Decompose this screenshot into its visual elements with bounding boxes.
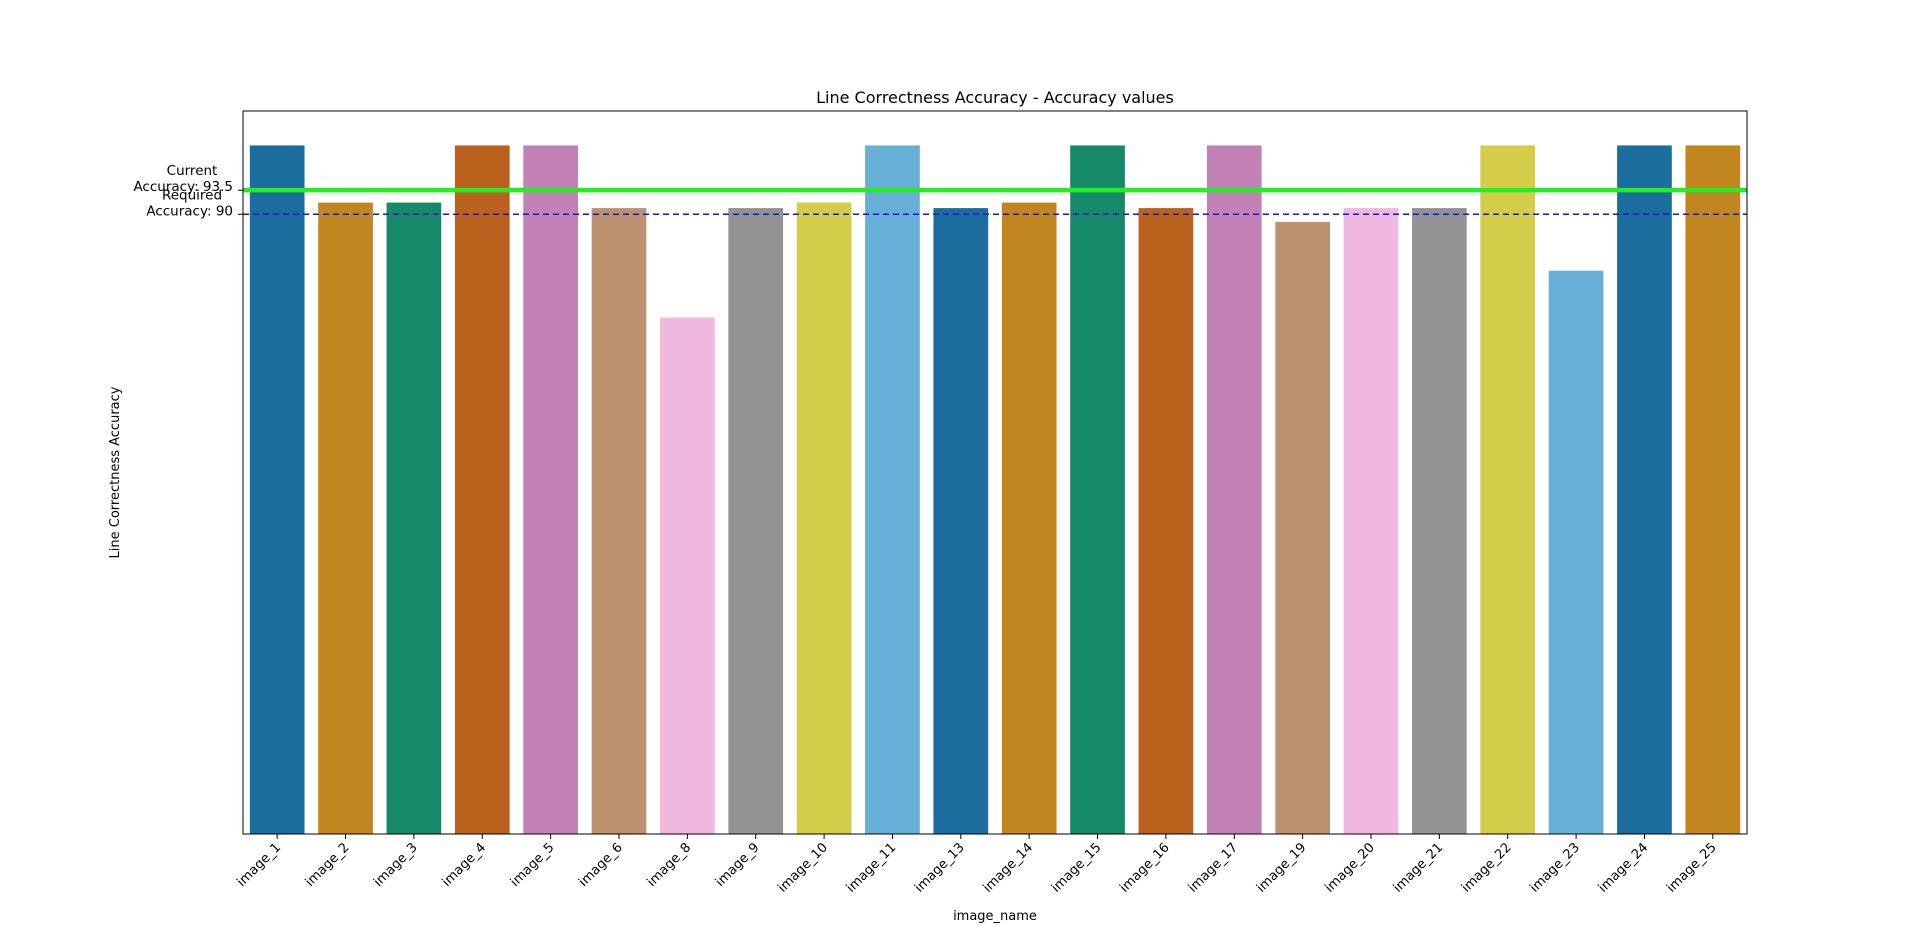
x-tick-label: image_17 [1186,840,1242,896]
bar-image_13 [933,208,989,835]
bar-image_17 [1206,145,1262,834]
bar-image_4 [454,145,510,834]
x-tick-label: image_4 [439,840,489,890]
bar-image_5 [523,145,578,834]
plot-frame [242,110,1748,835]
x-tick-label: image_15 [1049,840,1105,896]
bar-image_23 [1548,270,1604,835]
x-tick-label: image_19 [1254,840,1310,896]
x-tick-label: image_14 [980,840,1036,896]
x-tick-label: image_25 [1664,840,1720,896]
bar-image_10 [796,202,852,834]
chart-title: Line Correctness Accuracy - Accuracy val… [816,88,1174,107]
x-tick-label: image_5 [508,840,558,890]
bar-image_21 [1412,208,1467,835]
x-tick-label: image_1 [234,840,284,890]
bar-image_15 [1070,145,1125,834]
x-tick-label: image_22 [1459,840,1515,896]
x-tick-label: image_20 [1322,840,1378,896]
x-tick-label: image_6 [576,840,626,890]
y-axis-label: Line Correctness Accuracy [108,386,123,558]
x-tick-label: image_11 [844,840,900,896]
x-tick-label: image_3 [371,840,421,890]
bar-image_1 [249,145,305,834]
reference-label-line1: Current [167,163,218,179]
bar-image_11 [865,145,920,834]
bar-image_24 [1617,145,1672,834]
x-tick-label: image_21 [1391,840,1447,896]
bar-image_19 [1275,221,1330,835]
reference-lines-group [243,187,1747,216]
reference-label-line2: Accuracy: 93.5 [133,179,233,195]
bars-group [249,145,1741,835]
x-tick-label: image_10 [775,840,831,896]
bar-image_3 [386,202,442,834]
bar-image_9 [728,208,784,835]
x-tick-label: image_16 [1117,840,1173,896]
x-tick-label: image_8 [645,840,695,890]
x-tick-label: image_13 [912,840,968,896]
bar-image_22 [1480,145,1536,834]
reference-label-line1: Required [162,187,222,203]
x-axis-label: image_name [953,909,1037,924]
x-ticks-group: image_1 image_2 image_3 image_4 image_5 image… [234,834,1720,896]
bar-image_2 [318,202,373,834]
reference-label-line2: Accuracy: 90 [146,203,233,219]
bar-image_14 [1001,202,1057,834]
x-tick-label: image_2 [303,840,353,890]
x-tick-label: image_23 [1527,840,1583,896]
x-tick-label: image_9 [713,840,763,890]
bar-image_16 [1138,208,1194,835]
bar-image_6 [591,208,647,835]
bar-image_25 [1685,145,1741,834]
bar-image_8 [660,317,715,835]
x-tick-label: image_24 [1596,840,1652,896]
bar-image_20 [1343,208,1399,835]
